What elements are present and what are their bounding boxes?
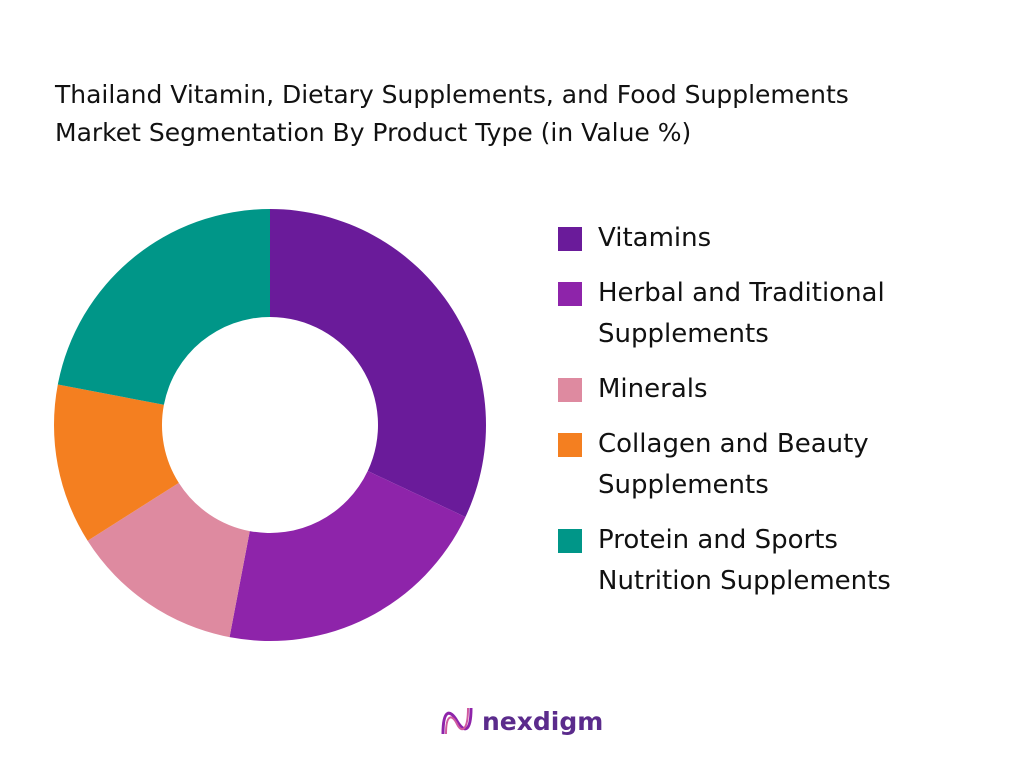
legend-item: Minerals bbox=[558, 369, 928, 410]
logo: nexdigm bbox=[440, 704, 603, 738]
legend-label: Protein and Sports Nutrition Supplements bbox=[598, 525, 891, 596]
donut-slice bbox=[87, 482, 250, 638]
logo-icon bbox=[441, 707, 473, 735]
legend-label: Herbal and Traditional Supplements bbox=[598, 278, 885, 349]
legend-item: Protein and Sports Nutrition Supplements bbox=[558, 520, 928, 602]
legend-swatch bbox=[558, 378, 582, 402]
legend-swatch bbox=[558, 433, 582, 457]
chart-title: Thailand Vitamin, Dietary Supplements, a… bbox=[55, 76, 849, 152]
donut-slice bbox=[54, 384, 179, 541]
legend-item: Herbal and Traditional Supplements bbox=[558, 273, 928, 355]
legend-label: Minerals bbox=[598, 374, 708, 404]
logo-text: nexdigm bbox=[482, 706, 604, 736]
donut-slice bbox=[229, 470, 466, 642]
legend-swatch bbox=[558, 282, 582, 306]
donut-slice bbox=[57, 209, 270, 405]
title-line: Market Segmentation By Product Type (in … bbox=[55, 118, 692, 147]
legend-item: Vitamins bbox=[558, 218, 928, 259]
legend-label: Vitamins bbox=[598, 223, 712, 253]
title-line: Thailand Vitamin, Dietary Supplements, a… bbox=[55, 80, 849, 109]
legend: Vitamins Herbal and Traditional Supplemen… bbox=[558, 218, 928, 616]
donut-slice bbox=[270, 209, 486, 517]
legend-item: Collagen and Beauty Supplements bbox=[558, 424, 928, 506]
legend-swatch bbox=[558, 227, 582, 251]
chart bbox=[54, 209, 486, 642]
legend-swatch bbox=[558, 529, 582, 553]
legend-label: Collagen and Beauty Supplements bbox=[598, 429, 869, 500]
